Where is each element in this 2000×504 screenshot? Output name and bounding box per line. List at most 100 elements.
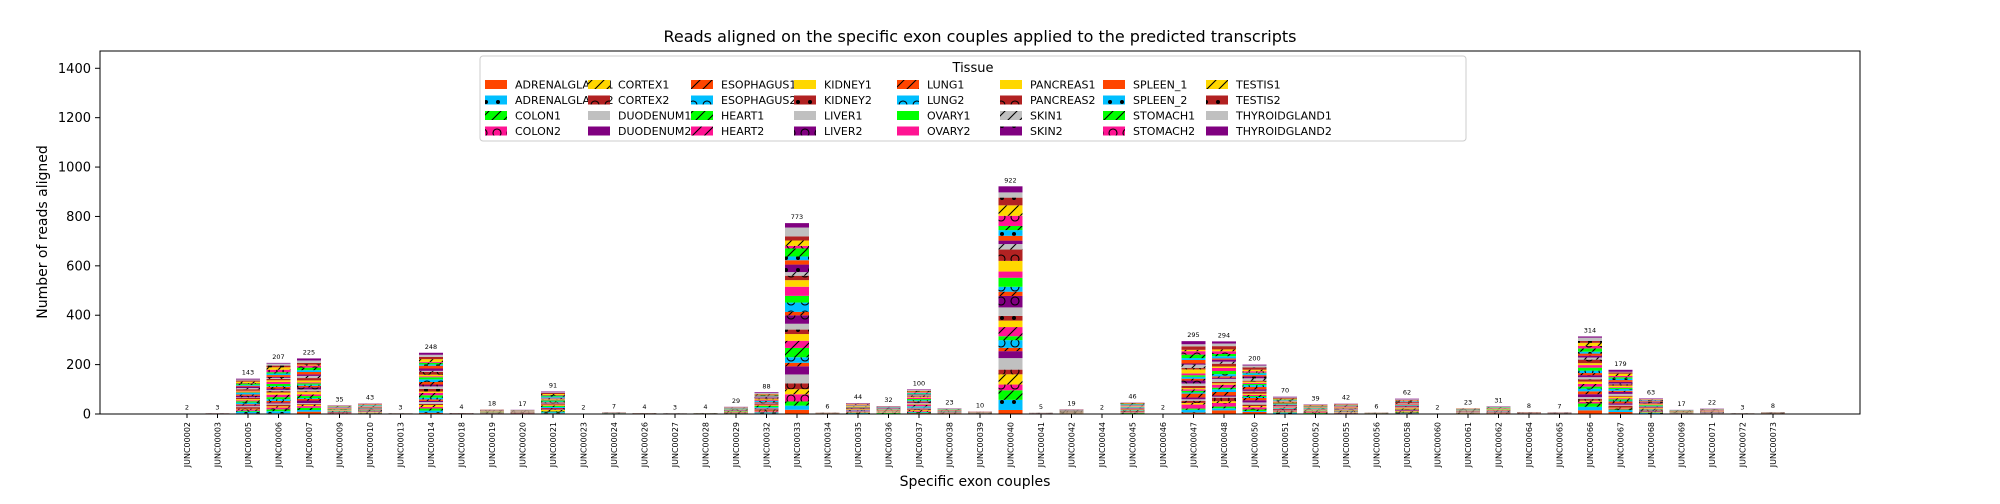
- bar-segment-hatch: [297, 374, 321, 376]
- bar-segment-hatch: [1243, 407, 1267, 409]
- bar-segment-hatch: [1578, 358, 1602, 360]
- legend-swatch-hatch: [1000, 127, 1022, 136]
- bar-total-label: 17: [518, 400, 526, 408]
- legend-swatch-hatch: [485, 111, 507, 120]
- legend-swatch-hatch: [485, 96, 507, 105]
- legend-label: LIVER1: [824, 110, 863, 123]
- bar-total-label: 19: [1067, 399, 1075, 407]
- bar-segment-hatch: [297, 366, 321, 368]
- bar-stack: [1670, 410, 1694, 414]
- bar-segment-hatch: [785, 341, 809, 348]
- bar-segment-hatch: [1273, 398, 1297, 399]
- bar-total-label: 7: [1557, 402, 1561, 410]
- bar-total-label: 42: [1342, 394, 1350, 402]
- bar-segment: [1212, 383, 1236, 384]
- bar-segment-hatch: [541, 393, 565, 394]
- bar-segment-hatch: [297, 398, 321, 399]
- bar-segment: [419, 375, 443, 377]
- bar-segment-hatch: [1273, 404, 1297, 405]
- y-tick-label: 1200: [58, 111, 91, 126]
- legend-swatch-hatch: [1103, 111, 1125, 120]
- bar-total-label: 773: [791, 213, 803, 221]
- legend-label: THYROIDGLAND1: [1235, 110, 1332, 123]
- legend-label: OVARY1: [927, 110, 970, 123]
- bar-stack: [785, 223, 809, 414]
- bar-segment: [1121, 410, 1145, 411]
- bar-segment-hatch: [1609, 398, 1633, 399]
- bar-segment: [1273, 397, 1297, 398]
- bar-stack: [480, 410, 504, 414]
- bar-segment: [1609, 403, 1633, 404]
- bar-segment: [236, 392, 260, 393]
- legend-swatch: [588, 111, 610, 120]
- legend-swatch-hatch: [691, 96, 713, 105]
- bar-stack: [328, 405, 352, 414]
- bar-total-label: 248: [425, 343, 437, 351]
- x-tick-label: JUNC00062: [1495, 422, 1504, 468]
- bar-segment-hatch: [541, 401, 565, 402]
- bar-segment: [1578, 365, 1602, 368]
- bar-segment-hatch: [297, 410, 321, 412]
- bar-segment-hatch: [1182, 401, 1206, 403]
- bar-total-label: 207: [272, 353, 284, 361]
- bar-segment-hatch: [267, 409, 291, 411]
- bar-segment: [907, 390, 931, 391]
- bar-segment-hatch: [1212, 360, 1236, 362]
- bar-total-label: 3: [1740, 403, 1744, 411]
- x-tick-label: JUNC00003: [214, 422, 223, 468]
- bar-segment-hatch: [755, 402, 779, 403]
- bar-total-label: 179: [1614, 360, 1626, 368]
- bar-segment-hatch: [297, 386, 321, 388]
- bar-segment-hatch: [1121, 411, 1145, 412]
- x-tick-label: JUNC00045: [1129, 422, 1138, 468]
- legend-title: Tissue: [952, 61, 994, 76]
- bar-segment-hatch: [1609, 408, 1633, 409]
- bar-stack: [1456, 408, 1480, 414]
- bar-segment-hatch: [1243, 378, 1267, 380]
- legend-swatch-hatch: [588, 80, 610, 89]
- legend-label: KIDNEY1: [824, 79, 872, 92]
- bar-segment-hatch: [1578, 360, 1602, 364]
- bar-segment-hatch: [267, 395, 291, 397]
- bar-segment: [999, 351, 1023, 358]
- x-tick-label: JUNC00010: [366, 422, 375, 468]
- x-tick-label: JUNC00055: [1342, 422, 1351, 468]
- bar-segment: [267, 363, 291, 364]
- bar-segment-hatch: [1578, 348, 1602, 351]
- bar-segment-hatch: [1578, 402, 1602, 404]
- x-tick-label: JUNC00072: [1739, 422, 1748, 468]
- bar-segment: [1212, 397, 1236, 398]
- x-tick-label: JUNC00023: [580, 422, 589, 468]
- bar-segment: [1243, 402, 1267, 404]
- bar-segment-hatch: [1212, 351, 1236, 354]
- bar-segment: [1182, 369, 1206, 373]
- bar-segment: [1243, 394, 1267, 395]
- bar-segment-hatch: [1243, 398, 1267, 400]
- bar-segment-hatch: [1273, 408, 1297, 409]
- bar-segment: [267, 364, 291, 366]
- bar-segment: [1639, 405, 1663, 406]
- legend-swatch-hatch: [1000, 111, 1022, 120]
- bar-stack: [1395, 399, 1419, 414]
- bar-segment: [1578, 397, 1602, 399]
- legend-label: OVARY2: [927, 125, 970, 138]
- bar-segment-hatch: [236, 393, 260, 395]
- bar-segment-hatch: [1243, 370, 1267, 372]
- bar-stack: [1609, 370, 1633, 414]
- legend-swatch: [794, 80, 816, 89]
- bar-total-label: 5: [1039, 403, 1043, 411]
- bar-segment: [1395, 402, 1419, 403]
- x-tick-label: JUNC00028: [702, 422, 711, 468]
- bar-segment-hatch: [755, 406, 779, 407]
- bar-total-label: 43: [366, 393, 374, 401]
- bar-segment-hatch: [755, 395, 779, 396]
- bar-stack: [724, 407, 748, 414]
- bar-total-label: 6: [825, 403, 829, 411]
- legend-label: LUNG2: [927, 94, 964, 107]
- bar-segment-hatch: [1273, 400, 1297, 401]
- bar-stack: [1060, 409, 1084, 414]
- legend-label: PANCREAS2: [1030, 94, 1095, 107]
- bar-segment-hatch: [907, 392, 931, 393]
- bar-segment-hatch: [236, 401, 260, 402]
- bar-stack: [1212, 341, 1236, 414]
